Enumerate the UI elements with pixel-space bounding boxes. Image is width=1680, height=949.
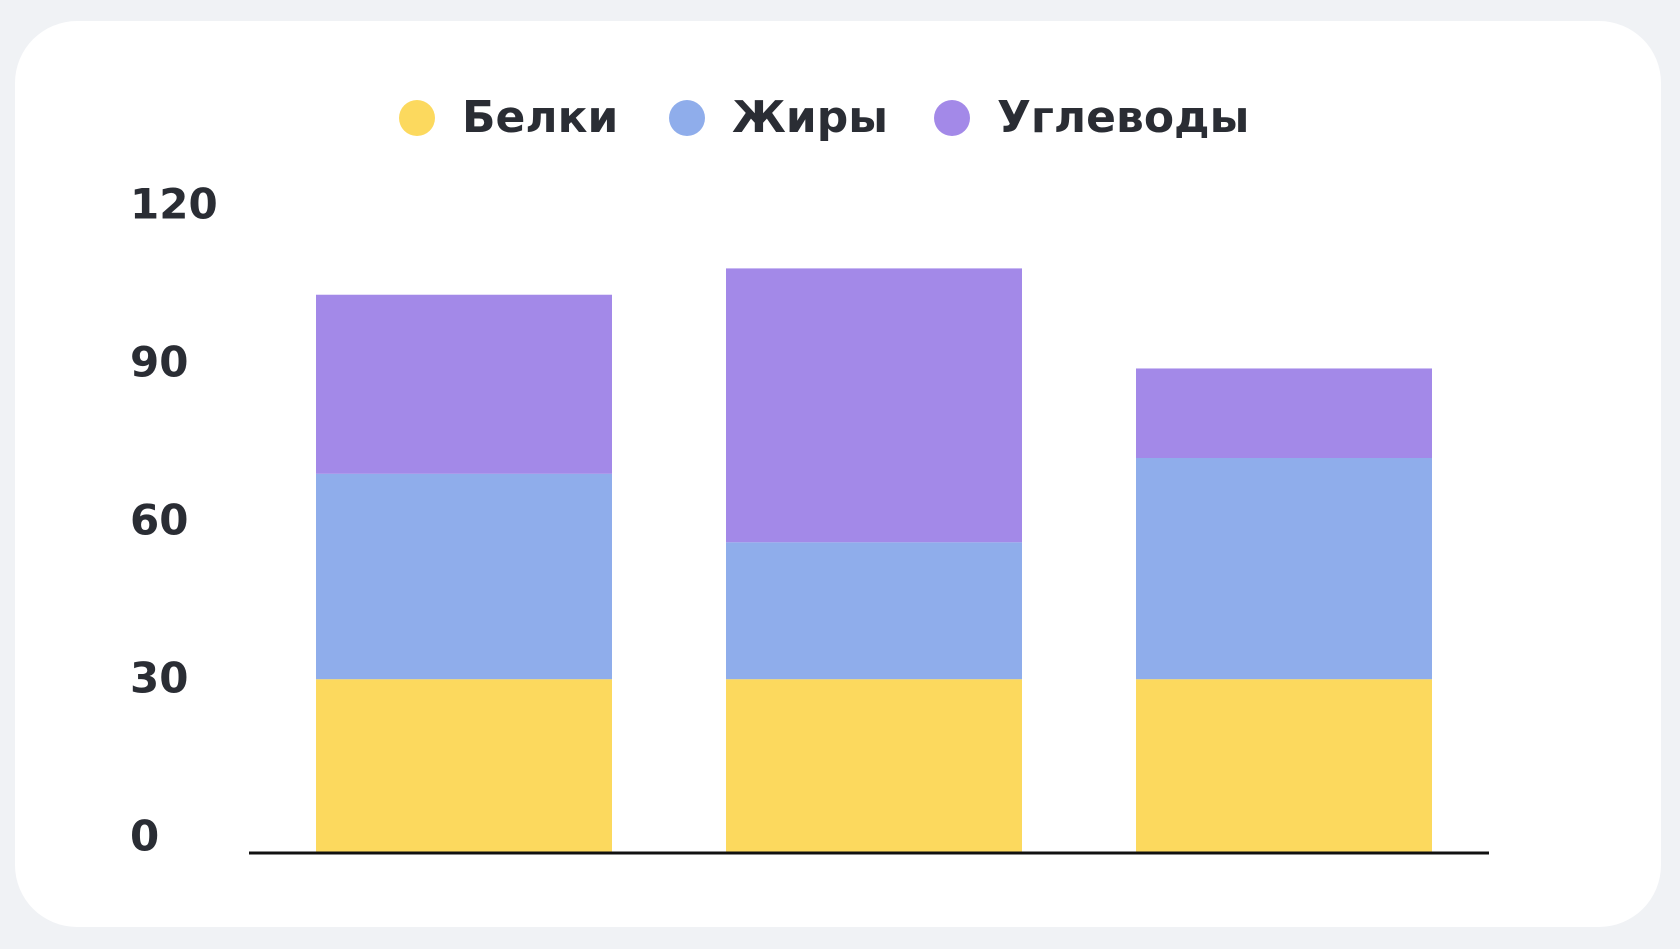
bar-segment — [316, 294, 612, 474]
legend-label: Углеводы — [997, 92, 1249, 143]
legend-label: Жиры — [732, 92, 888, 143]
legend-label: Белки — [462, 92, 618, 143]
y-tick-label: 30 — [130, 654, 188, 703]
bar-segment — [726, 542, 1022, 680]
bar-segment — [316, 473, 612, 680]
bar-segment — [726, 679, 1022, 853]
legend-swatch — [399, 100, 435, 136]
y-tick-label: 90 — [130, 338, 188, 387]
y-tick-label: 0 — [130, 812, 159, 861]
bar-segment — [726, 268, 1022, 543]
bar-segment — [316, 679, 612, 853]
legend-swatch — [669, 100, 705, 136]
bar-segment — [1136, 458, 1432, 680]
y-tick-label: 120 — [130, 180, 218, 229]
legend-swatch — [934, 100, 970, 136]
bar-segment — [1136, 368, 1432, 458]
bar-segment — [1136, 679, 1432, 853]
y-tick-label: 60 — [130, 496, 188, 545]
